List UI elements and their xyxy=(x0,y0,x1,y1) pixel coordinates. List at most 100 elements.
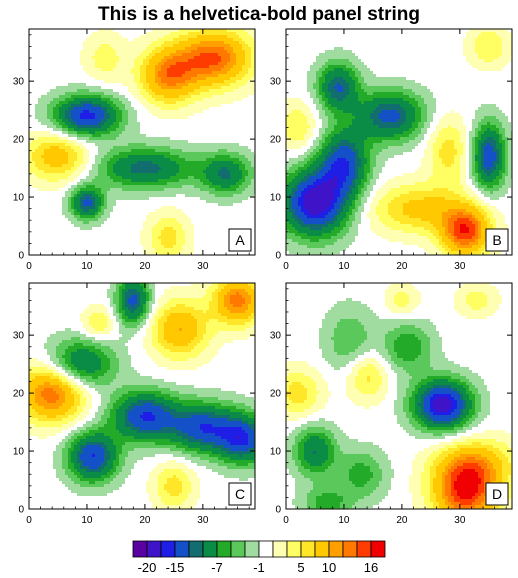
contour-cell xyxy=(158,101,162,105)
contour-cell xyxy=(164,224,168,228)
contour-cell xyxy=(92,128,96,132)
contour-cell xyxy=(170,134,174,138)
contour-cell xyxy=(170,179,174,183)
contour-cell xyxy=(59,119,63,123)
contour-cell xyxy=(161,197,165,201)
contour-cell xyxy=(143,137,147,141)
contour-cell xyxy=(164,206,168,210)
contour-cell xyxy=(173,29,177,33)
contour-cell xyxy=(224,35,228,39)
contour-cell xyxy=(176,170,180,174)
contour-cell xyxy=(89,215,93,219)
contour-cell xyxy=(47,197,51,201)
contour-cell xyxy=(194,197,198,201)
contour-cell xyxy=(209,164,213,168)
contour-cell xyxy=(215,53,219,57)
contour-cell xyxy=(230,116,234,120)
contour-cell xyxy=(77,50,81,54)
contour-cell xyxy=(80,134,84,138)
contour-cell xyxy=(32,176,36,180)
contour-cell xyxy=(185,161,189,165)
contour-cell xyxy=(116,206,120,210)
contour-cell xyxy=(230,131,234,135)
contour-cell xyxy=(236,215,240,219)
contour-cell xyxy=(137,83,141,87)
contour-cell xyxy=(197,215,201,219)
contour-cell xyxy=(32,209,36,213)
contour-cell xyxy=(77,146,81,150)
contour-cell xyxy=(38,71,42,75)
contour-cell xyxy=(131,194,135,198)
contour-cell xyxy=(32,38,36,42)
contour-cell xyxy=(203,59,207,63)
contour-cell xyxy=(56,197,60,201)
contour-cell xyxy=(128,218,132,222)
contour-cell xyxy=(245,44,249,48)
figure-title: This is a helvetica-bold panel string xyxy=(98,4,420,25)
contour-cell xyxy=(167,86,171,90)
contour-cell xyxy=(197,191,201,195)
contour-cell xyxy=(194,125,198,129)
contour-cell xyxy=(233,161,237,165)
contour-cell xyxy=(215,173,219,177)
contour-cell xyxy=(113,152,117,156)
contour-cell xyxy=(140,209,144,213)
contour-cell xyxy=(230,164,234,168)
contour-cell xyxy=(152,131,156,135)
contour-cell xyxy=(86,128,90,132)
contour-cell xyxy=(164,29,168,33)
contour-cell xyxy=(107,137,111,141)
contour-cell xyxy=(77,218,81,222)
contour-cell xyxy=(185,65,189,69)
contour-cell xyxy=(116,62,120,66)
contour-cell xyxy=(206,173,210,177)
contour-cell xyxy=(236,44,240,48)
contour-cell xyxy=(245,89,249,93)
contour-cell xyxy=(104,74,108,78)
contour-cell xyxy=(146,131,150,135)
contour-cell xyxy=(122,68,126,72)
contour-cell xyxy=(74,71,78,75)
contour-cell xyxy=(176,173,180,177)
contour-cell xyxy=(71,173,75,177)
contour-cell xyxy=(41,29,45,33)
contour-cell xyxy=(221,44,225,48)
contour-cell xyxy=(161,110,165,114)
contour-cell xyxy=(128,137,132,141)
contour-cell xyxy=(179,158,183,162)
contour-cell xyxy=(128,179,132,183)
contour-cell xyxy=(107,110,111,114)
contour-cell xyxy=(104,62,108,66)
contour-cell xyxy=(215,80,219,84)
contour-cell xyxy=(80,215,84,219)
contour-cell xyxy=(245,86,249,90)
contour-cell xyxy=(113,59,117,63)
contour-cell xyxy=(155,176,159,180)
contour-cell xyxy=(98,113,102,117)
contour-cell xyxy=(98,176,102,180)
contour-cell xyxy=(128,212,132,216)
contour-cell xyxy=(53,47,57,51)
contour-cell xyxy=(242,221,246,225)
contour-cell xyxy=(242,47,246,51)
contour-cell xyxy=(62,137,66,141)
contour-cell xyxy=(116,95,120,99)
contour-cell xyxy=(191,83,195,87)
contour-cell xyxy=(239,104,243,108)
contour-cell xyxy=(155,173,159,177)
contour-cell xyxy=(203,194,207,198)
contour-cell xyxy=(248,83,252,87)
contour-cell xyxy=(68,119,72,123)
contour-cell xyxy=(98,224,102,228)
contour-cell xyxy=(68,143,72,147)
contour-cell xyxy=(125,173,129,177)
contour-cell xyxy=(101,146,105,150)
contour-cell xyxy=(125,194,129,198)
contour-cell xyxy=(131,197,135,201)
contour-cell xyxy=(230,188,234,192)
contour-cell xyxy=(89,95,93,99)
contour-cell xyxy=(110,29,114,33)
contour-cell xyxy=(233,137,237,141)
contour-cell xyxy=(173,47,177,51)
contour-cell xyxy=(131,47,135,51)
